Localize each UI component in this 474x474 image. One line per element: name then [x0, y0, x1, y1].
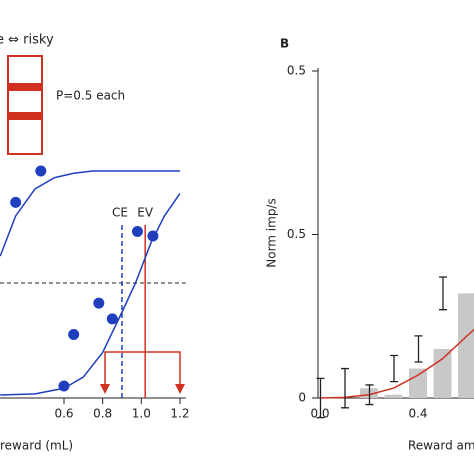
bar: [433, 348, 452, 398]
gamble-box: [7, 55, 43, 155]
error-bar: [341, 367, 349, 409]
fit-curve: [0, 170, 180, 257]
annotation: P=0.5 each: [56, 89, 125, 103]
x-tick-label: 1.2: [170, 407, 189, 421]
x-axis-label: Reward am: [408, 439, 474, 453]
y-tick-label: 0: [298, 391, 306, 405]
bar: [384, 394, 403, 398]
error-bar: [316, 377, 325, 419]
error-bar: [439, 276, 447, 311]
bar: [409, 368, 427, 398]
gamble-bar: [8, 112, 42, 120]
data-point: [106, 313, 118, 325]
data-point: [147, 230, 159, 242]
fit-curve: [319, 328, 474, 399]
outcome-bracket: [104, 351, 181, 384]
x-tick-label: 0.4: [408, 407, 427, 421]
data-point: [68, 329, 80, 341]
gamble-bar: [8, 83, 42, 91]
data-point: [58, 380, 70, 392]
header: e ⇔ risky: [0, 33, 54, 48]
x-axis-label: reward (mL): [0, 439, 73, 453]
arrow: [175, 384, 185, 394]
error-bar: [390, 354, 398, 383]
bar: [458, 293, 474, 398]
data-point: [93, 297, 105, 309]
ev-label: EV: [137, 206, 154, 220]
ce-label: CE: [112, 206, 128, 220]
x-tick-label: 0.8: [93, 407, 112, 421]
data-point: [131, 225, 143, 237]
panel-label: B: [280, 37, 289, 51]
arrow: [100, 384, 110, 394]
y-tick-label: 0.5: [287, 227, 306, 241]
data-point: [35, 165, 47, 177]
error-bar: [365, 384, 374, 406]
x-tick-label: 1.0: [132, 407, 151, 421]
x-tick-label: 0.6: [54, 407, 73, 421]
y-tick-label: 0.5: [287, 64, 306, 78]
fit-curve: [0, 192, 181, 396]
y-axis-label: Norm imp/s: [265, 198, 279, 267]
error-bar: [414, 335, 423, 363]
data-point: [10, 196, 22, 208]
